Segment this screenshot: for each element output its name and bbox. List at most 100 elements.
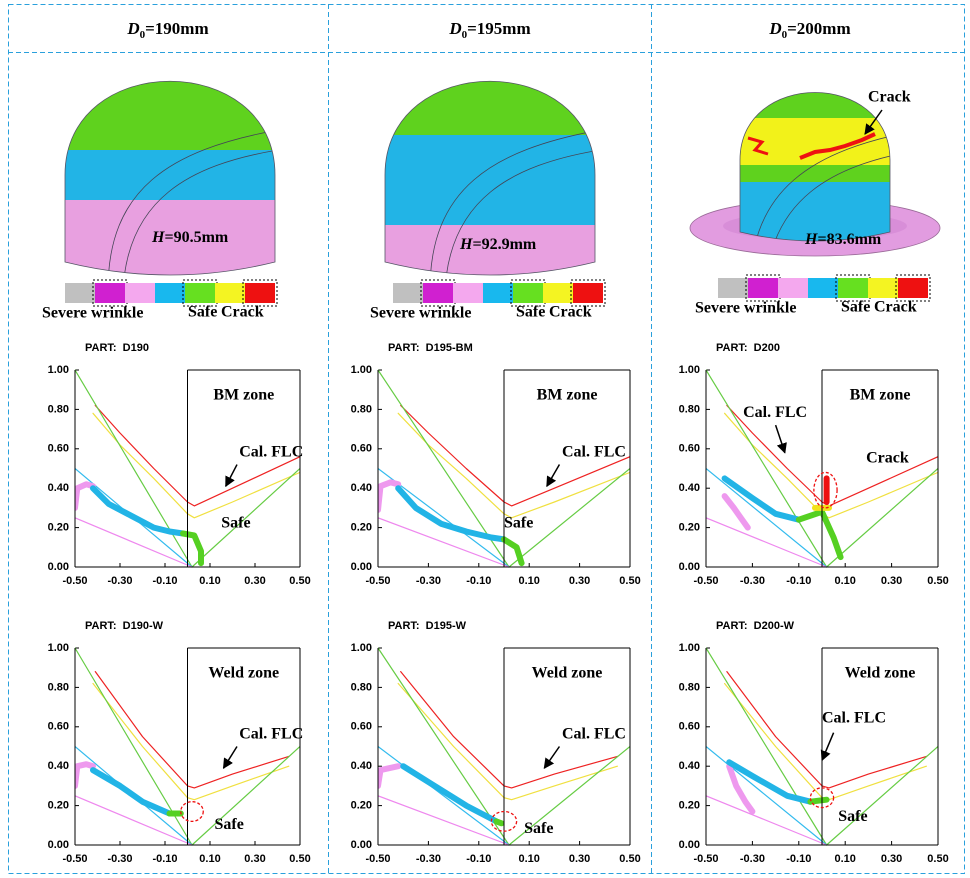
y-tick-label: 1.00 — [679, 642, 700, 654]
x-tick-label: -0.30 — [107, 853, 132, 865]
height-symbol: H — [804, 231, 818, 248]
chart-title: PART: D200-W — [716, 620, 795, 632]
legend-swatch — [65, 283, 95, 303]
x-tick-label: -0.50 — [365, 853, 390, 865]
y-tick-label: 0.40 — [48, 760, 69, 772]
strain-points — [810, 800, 826, 802]
y-tick-label: 0.80 — [48, 403, 69, 415]
y-tick-label: 0.40 — [351, 760, 372, 772]
height-value: =92.9mm — [472, 236, 536, 253]
x-tick-label: 0.10 — [518, 853, 539, 865]
safe-label: Safe — [504, 514, 533, 531]
safe-label: Safe — [524, 820, 553, 837]
x-tick-label: -0.10 — [152, 575, 177, 587]
y-tick-label: 0.20 — [679, 800, 700, 812]
y-tick-label: 0.80 — [48, 681, 69, 693]
legend-label: Severe wrinkle — [695, 300, 796, 317]
x-tick-label: 0.50 — [927, 575, 948, 587]
legend-label: Crack — [874, 299, 917, 316]
column-header: D0=195mm — [448, 19, 530, 41]
x-tick-label: 0.30 — [244, 853, 265, 865]
limit-curve — [93, 413, 300, 518]
x-tick-label: 0.10 — [518, 575, 539, 587]
crack-label: Crack — [868, 89, 911, 106]
x-tick-label: 0.10 — [199, 575, 220, 587]
x-tick-label: -0.10 — [786, 853, 811, 865]
x-tick-label: 0.30 — [569, 575, 590, 587]
flc-arrow — [822, 733, 834, 761]
chart-title: PART: D200 — [716, 342, 780, 354]
header-symbol: D — [126, 19, 139, 38]
limit-curve — [725, 684, 927, 800]
x-tick-label: 0.30 — [881, 575, 902, 587]
y-tick-label: 0.60 — [679, 721, 700, 733]
y-tick-label: 0.60 — [48, 721, 69, 733]
legend-swatch — [898, 278, 928, 298]
y-tick-label: 0.00 — [48, 561, 69, 573]
x-tick-label: -0.50 — [365, 575, 390, 587]
y-tick-label: 0.60 — [48, 443, 69, 455]
flc-arrow — [544, 747, 559, 769]
strain-points — [496, 821, 501, 823]
y-tick-label: 0.00 — [351, 839, 372, 851]
limit-curve — [75, 370, 192, 567]
page: { "columns": [ {"header": {"symbol": "D"… — [0, 0, 970, 878]
x-tick-label: 0.50 — [619, 853, 640, 865]
chart-title: PART: D195-W — [388, 620, 467, 632]
height-label: H=83.6mm — [804, 231, 882, 248]
zone-label: BM zone — [213, 387, 274, 404]
flc-label: Cal. FLC — [562, 443, 626, 460]
flc-arrow — [224, 747, 238, 769]
limit-curve — [827, 469, 938, 568]
x-tick-label: -0.50 — [62, 575, 87, 587]
legend-swatch — [808, 278, 838, 298]
limit-curve — [75, 518, 192, 567]
limit-curve — [75, 796, 192, 845]
dome-zone — [650, 118, 970, 165]
x-tick-label: 0.10 — [834, 853, 855, 865]
x-tick-label: 0.50 — [927, 853, 948, 865]
strain-points — [799, 512, 841, 557]
safe-label: Safe — [215, 816, 244, 833]
legend-swatch — [483, 283, 513, 303]
y-tick-label: 0.80 — [679, 681, 700, 693]
y-tick-label: 0.20 — [48, 800, 69, 812]
x-tick-label: -0.50 — [62, 853, 87, 865]
legend-swatch — [748, 278, 778, 298]
strain-points — [504, 539, 522, 563]
figure: D0=190mmH=90.5mmSevere wrinkleSafeCrackD… — [0, 0, 970, 878]
y-tick-label: 1.00 — [351, 642, 372, 654]
y-tick-label: 1.00 — [48, 364, 69, 376]
y-tick-label: 1.00 — [679, 364, 700, 376]
y-tick-label: 0.40 — [679, 482, 700, 494]
legend-swatch — [125, 283, 155, 303]
limit-curve — [706, 518, 827, 567]
limit-curve — [706, 370, 827, 567]
header-value: =190mm — [145, 19, 209, 38]
limit-curve — [706, 648, 827, 845]
strain-points — [378, 482, 398, 510]
legend-label: Safe — [516, 304, 545, 321]
limit-curve — [727, 672, 927, 788]
chart-title: PART: D195-BM — [388, 342, 473, 354]
y-tick-label: 0.20 — [48, 522, 69, 534]
strain-points — [403, 766, 496, 821]
x-tick-label: -0.30 — [740, 853, 765, 865]
y-tick-label: 0.60 — [679, 443, 700, 455]
y-tick-label: 0.60 — [351, 443, 372, 455]
y-tick-label: 0.80 — [679, 403, 700, 415]
limit-curve — [192, 747, 300, 846]
y-tick-label: 0.20 — [679, 522, 700, 534]
y-tick-label: 0.00 — [679, 561, 700, 573]
zone-label: Weld zone — [532, 665, 603, 682]
flc-arrow — [776, 425, 785, 453]
x-tick-label: 0.50 — [289, 853, 310, 865]
flc-label: Cal. FLC — [239, 443, 303, 460]
height-value: =90.5mm — [164, 229, 228, 246]
legend-swatch — [838, 278, 868, 298]
legend-swatch — [95, 283, 125, 303]
height-symbol: H — [151, 229, 165, 246]
header-value: =195mm — [467, 19, 531, 38]
x-tick-label: -0.30 — [740, 575, 765, 587]
y-tick-label: 0.00 — [679, 839, 700, 851]
